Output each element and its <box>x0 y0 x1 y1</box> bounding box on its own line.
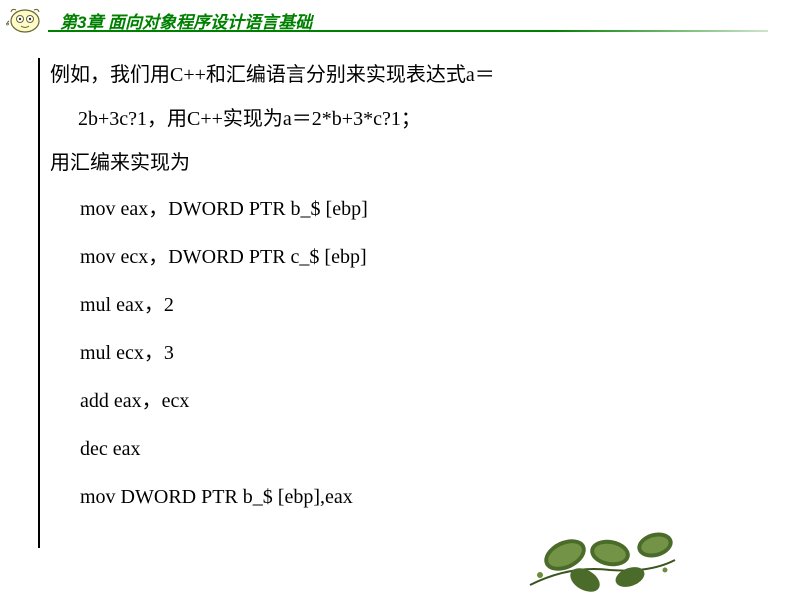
code-line: add eax，ecx <box>80 386 750 416</box>
vertical-divider <box>38 58 40 548</box>
code-line: dec eax <box>80 434 750 464</box>
leaf-decoration-icon <box>510 515 690 600</box>
code-line: mov eax，DWORD PTR b_$ [ebp] <box>80 194 750 224</box>
code-line: mov ecx，DWORD PTR c_$ [ebp] <box>80 242 750 272</box>
text-line-3: 用汇编来实现为 <box>50 148 750 178</box>
code-line: mul ecx，3 <box>80 338 750 368</box>
text-line-1: 例如，我们用C++和汇编语言分别来实现表达式a＝ <box>50 60 750 90</box>
title-underline <box>48 30 768 32</box>
text-line-2: 2b+3c?1，用C++实现为a＝2*b+3*c?1； <box>78 104 750 134</box>
slide-content: 例如，我们用C++和汇编语言分别来实现表达式a＝ 2b+3c?1，用C++实现为… <box>50 60 750 512</box>
code-line: mul eax，2 <box>80 290 750 320</box>
code-line: mov DWORD PTR b_$ [ebp],eax <box>80 482 750 512</box>
cartoon-face-icon <box>6 6 44 34</box>
